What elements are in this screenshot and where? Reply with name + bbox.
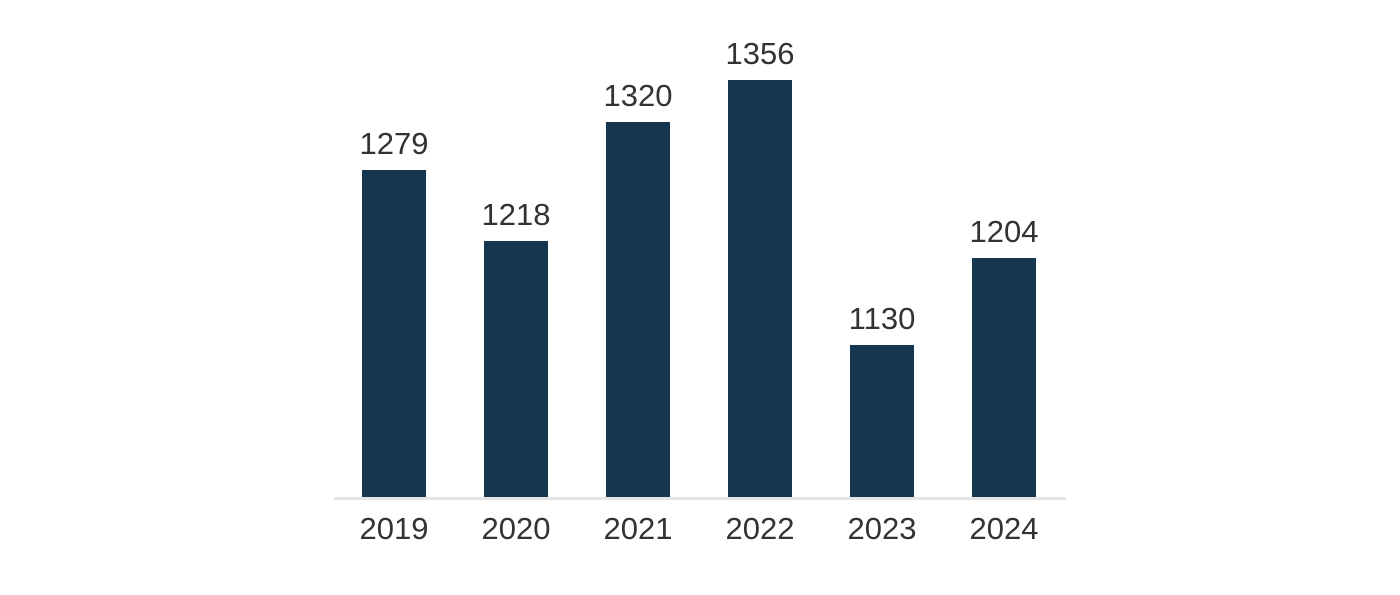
bar-2023 <box>850 345 914 497</box>
x-axis-baseline <box>334 497 1066 500</box>
x-axis-tick-label: 2020 <box>481 511 551 546</box>
x-axis-tick-label: 2023 <box>847 511 917 546</box>
bar-chart: 1279 2019 1218 2020 1320 2021 1356 2022 1130 2023… <box>334 0 1066 595</box>
bar-2022 <box>728 80 792 497</box>
bar-value-label: 1218 <box>481 197 551 232</box>
bar-2024 <box>972 258 1036 497</box>
bar-2019 <box>362 170 426 497</box>
bar-2021 <box>606 122 670 497</box>
bar-value-label: 1356 <box>725 36 795 71</box>
x-axis-tick-label: 2019 <box>359 511 429 546</box>
x-axis-tick-label: 2021 <box>603 511 673 546</box>
bar-value-label: 1279 <box>359 126 429 161</box>
x-axis-tick-label: 2024 <box>969 511 1039 546</box>
bar-value-label: 1130 <box>848 301 916 336</box>
bar-2020 <box>484 241 548 497</box>
x-axis-tick-label: 2022 <box>725 511 795 546</box>
bar-value-label: 1204 <box>969 214 1039 249</box>
bar-value-label: 1320 <box>603 78 673 113</box>
